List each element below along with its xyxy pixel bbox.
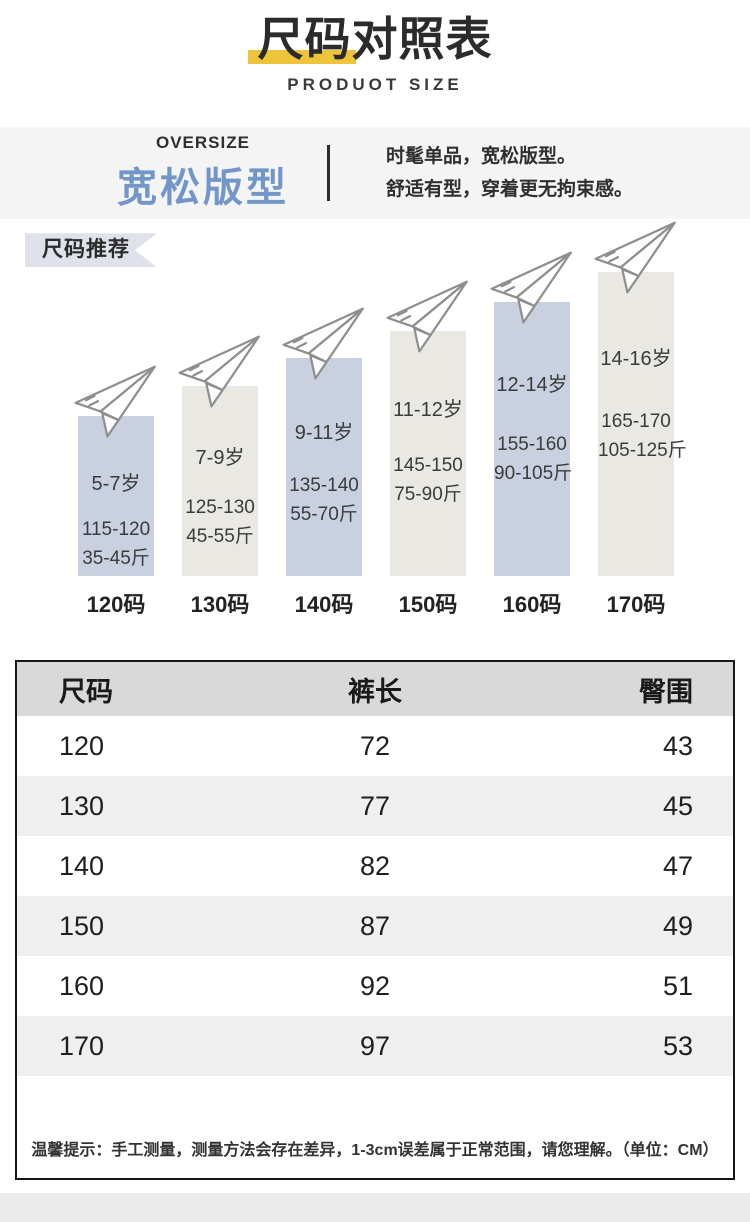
fit-description: 时髦单品，宽松版型。 舒适有型，穿着更无拘束感。 xyxy=(386,140,633,206)
cell-hip: 49 xyxy=(662,910,693,941)
fit-tag-label: OVERSIZE xyxy=(156,133,250,153)
table-row: 170 97 53 xyxy=(17,1016,733,1077)
size-bar: 14-16岁 165-170 105-125斤 xyxy=(598,272,687,577)
size-table: 尺码 裤长 臀围 120 72 43 130 77 45 140 82 47 1… xyxy=(15,660,735,1181)
cell-size: 170 xyxy=(59,1030,105,1061)
cell-size: 120 xyxy=(59,730,105,761)
age-range-label: 12-14岁 xyxy=(496,374,568,397)
fit-description-line1: 时髦单品，宽松版型。 xyxy=(385,146,576,168)
cell-pants-length: 87 xyxy=(359,910,391,941)
size-bar-column: 14-16岁 165-170 105-125斤 170码 xyxy=(594,221,687,617)
age-range-label: 14-16岁 xyxy=(600,348,672,371)
weight-range-text: 55-70斤 xyxy=(290,504,358,526)
paper-plane-icon xyxy=(490,251,572,324)
page-subtitle: PRODUOT SIZE xyxy=(287,75,463,95)
fit-name-label: 宽松版型 xyxy=(116,166,289,211)
size-table-body: 120 72 43 130 77 45 140 82 47 150 87 49 … xyxy=(17,716,733,1077)
size-bar-chart: 5-7岁 115-120 35-45斤 120码 7-9岁 125-130 45… xyxy=(74,219,687,617)
fit-description-line2: 舒适有型，穿着更无拘束感。 xyxy=(385,179,633,201)
weight-range-text: 45-55斤 xyxy=(186,526,254,548)
fit-banner: OVERSIZE 宽松版型 时髦单品，宽松版型。 舒适有型，穿着更无拘束感。 xyxy=(0,127,750,220)
cell-pants-length: 97 xyxy=(359,1030,391,1061)
paper-plane-icon xyxy=(594,221,676,294)
bottom-gray-strip xyxy=(0,1193,750,1222)
cell-hip: 47 xyxy=(662,850,693,881)
height-range-text: 125-130 xyxy=(185,497,255,519)
weight-range-text: 105-125斤 xyxy=(598,440,687,462)
measurement-note: 温馨提示：手工测量，测量方法会存在差异，1-3cm误差属于正常范围，请您理解。（… xyxy=(31,1142,719,1160)
column-header-pants-length: 裤长 xyxy=(348,676,402,707)
size-code-label: 160码 xyxy=(502,592,562,618)
height-range-text: 145-150 xyxy=(393,455,463,477)
paper-plane-icon xyxy=(282,307,364,380)
page-header: 尺码对照表 PRODUOT SIZE xyxy=(0,0,750,95)
column-header-hip: 臀围 xyxy=(639,676,693,707)
weight-range-text: 35-45斤 xyxy=(82,548,150,570)
paper-plane-icon xyxy=(386,280,468,353)
size-bar-column: 12-14岁 155-160 90-105斤 160码 xyxy=(490,251,573,617)
page-title: 尺码对照表 xyxy=(247,12,493,67)
size-bar-column: 9-11岁 135-140 55-70斤 140码 xyxy=(282,307,364,617)
size-recommendation-ribbon: 尺码推荐 xyxy=(25,233,157,267)
height-weight-label: 145-150 75-90斤 xyxy=(390,451,466,509)
height-weight-label: 115-120 35-45斤 xyxy=(78,515,154,573)
paper-plane-icon xyxy=(74,365,156,438)
cell-size: 150 xyxy=(59,910,105,941)
height-range-text: 155-160 xyxy=(497,434,567,456)
weight-range-text: 75-90斤 xyxy=(394,484,462,506)
size-code-label: 170码 xyxy=(606,592,666,618)
age-range-label: 5-7岁 xyxy=(91,473,141,496)
table-row: 160 92 51 xyxy=(17,956,733,1016)
cell-size: 130 xyxy=(59,790,105,821)
size-code-label: 140码 xyxy=(294,592,354,618)
height-weight-label: 125-130 45-55斤 xyxy=(182,493,258,551)
cell-pants-length: 77 xyxy=(359,790,391,821)
height-weight-label: 135-140 55-70斤 xyxy=(286,471,362,529)
paper-plane-icon xyxy=(178,335,260,408)
size-bar: 11-12岁 145-150 75-90斤 xyxy=(390,331,466,577)
note-area: 温馨提示：手工测量，测量方法会存在差异，1-3cm误差属于正常范围，请您理解。（… xyxy=(17,1076,733,1179)
age-range-label: 7-9岁 xyxy=(195,447,245,470)
table-row: 140 82 47 xyxy=(17,836,733,896)
size-bar: 9-11岁 135-140 55-70斤 xyxy=(286,358,362,577)
vertical-divider xyxy=(326,145,330,202)
age-range-label: 9-11岁 xyxy=(294,422,354,445)
cell-hip: 45 xyxy=(662,790,693,821)
size-recommendation-section: 尺码推荐 5-7岁 115-120 35-45斤 120码 7-9岁 xyxy=(0,219,750,627)
height-range-text: 115-120 xyxy=(81,519,151,541)
size-bar-column: 7-9岁 125-130 45-55斤 130码 xyxy=(178,335,260,617)
cell-pants-length: 92 xyxy=(359,970,391,1001)
cell-hip: 43 xyxy=(662,730,693,761)
weight-range-text: 90-105斤 xyxy=(494,463,573,485)
fit-banner-left: OVERSIZE 宽松版型 xyxy=(117,133,289,213)
table-row: 130 77 45 xyxy=(17,776,733,837)
height-range-text: 135-140 xyxy=(289,475,359,497)
page-title-text: 尺码对照表 xyxy=(257,13,493,65)
size-bar-column: 5-7岁 115-120 35-45斤 120码 xyxy=(74,365,156,617)
cell-pants-length: 72 xyxy=(359,730,391,761)
size-bar: 5-7岁 115-120 35-45斤 xyxy=(78,416,154,577)
age-range-label: 11-12岁 xyxy=(393,399,463,422)
table-row: 150 87 49 xyxy=(17,896,733,957)
height-weight-label: 165-170 105-125斤 xyxy=(598,407,687,465)
size-table-header-row: 尺码 裤长 臀围 xyxy=(17,662,733,717)
size-code-label: 150码 xyxy=(398,592,458,618)
cell-hip: 51 xyxy=(662,970,693,1001)
size-code-label: 120码 xyxy=(86,592,146,618)
size-bar: 7-9岁 125-130 45-55斤 xyxy=(182,386,258,577)
height-weight-label: 155-160 90-105斤 xyxy=(494,430,573,488)
cell-pants-length: 82 xyxy=(359,850,391,881)
cell-hip: 53 xyxy=(662,1030,693,1061)
height-range-text: 165-170 xyxy=(601,411,671,433)
cell-size: 160 xyxy=(59,970,105,1001)
column-header-size: 尺码 xyxy=(59,676,113,707)
size-bar-column: 11-12岁 145-150 75-90斤 150码 xyxy=(386,280,468,617)
table-row: 120 72 43 xyxy=(17,716,733,776)
size-code-label: 130码 xyxy=(190,592,250,618)
cell-size: 140 xyxy=(59,850,105,881)
size-bar: 12-14岁 155-160 90-105斤 xyxy=(494,302,573,577)
